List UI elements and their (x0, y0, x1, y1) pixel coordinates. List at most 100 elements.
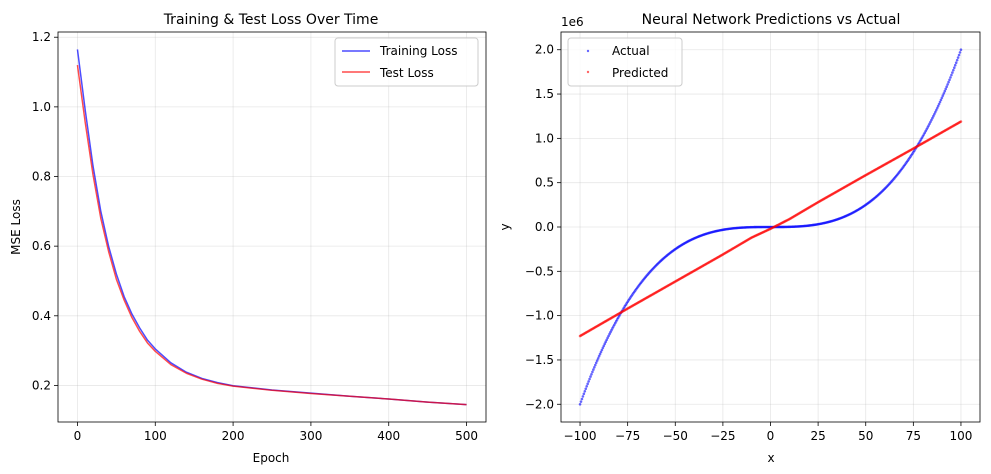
series-actual-point (578, 402, 582, 406)
legend-predicted-label: Predicted (612, 66, 668, 80)
loss-xtick-label: 100 (144, 429, 167, 443)
prediction-ytick-label: 2.0 (535, 43, 554, 57)
prediction-ytick-label: −2.0 (525, 397, 554, 411)
prediction-xtick-label: 0 (767, 429, 775, 443)
series-actual-point (945, 85, 948, 88)
prediction-xtick-label: −25 (710, 429, 735, 443)
series-actual-point (949, 76, 952, 79)
legend-training-loss-label: Training Loss (379, 44, 457, 58)
series-actual-point (598, 352, 602, 356)
legend-actual-swatch (586, 49, 590, 53)
prediction-ytick-label: −1.5 (525, 353, 554, 367)
prediction-xtick-label: 50 (858, 429, 873, 443)
prediction-ytick-label: 1.0 (535, 131, 554, 145)
prediction-ytick-label: −0.5 (525, 264, 554, 278)
series-actual-point (597, 354, 601, 358)
series-actual-point (579, 400, 583, 403)
series-actual-point (584, 387, 588, 391)
series-actual-point (587, 380, 590, 383)
loss-xtick-label: 300 (299, 429, 322, 443)
series-actual-point (936, 104, 940, 108)
loss-chart-ticks: 0 100 200 300 400 500 0.2 0.4 0.6 0.8 1.0 1.2 (32, 30, 478, 443)
series-training-loss-line (76, 49, 467, 406)
series-actual-point (604, 340, 608, 344)
loss-chart-series (76, 49, 467, 406)
loss-ytick-label: 0.2 (32, 378, 51, 392)
series-actual-point (958, 51, 962, 54)
series-actual-point (582, 392, 586, 396)
series-actual-point (593, 366, 596, 369)
loss-chart-frame (57, 31, 487, 423)
series-actual-point (588, 377, 591, 381)
series-actual-point (932, 112, 936, 116)
series-actual-point (941, 94, 945, 97)
loss-chart-legend: Training Loss Test Loss (334, 37, 479, 87)
series-actual-point (956, 56, 960, 59)
prediction-chart-xlabel: x (767, 451, 774, 465)
series-actual-point (954, 61, 958, 64)
prediction-xtick-label: −100 (564, 429, 597, 443)
series-actual-point (581, 395, 585, 398)
loss-ytick-label: 1.0 (32, 100, 51, 114)
series-actual-point (950, 73, 953, 77)
series-actual-point (957, 53, 961, 57)
series-actual-point (932, 114, 935, 118)
prediction-chart-title: Neural Network Predictions vs Actual (642, 12, 901, 28)
series-actual-point (603, 342, 607, 346)
series-actual-point (931, 116, 934, 120)
series-actual-point (590, 372, 593, 376)
loss-xtick-label: 500 (455, 429, 478, 443)
loss-ytick-label: 0.6 (32, 239, 51, 253)
loss-legend-box (334, 37, 479, 87)
prediction-chart-ylabel: y (498, 223, 512, 230)
series-actual-point (938, 100, 942, 104)
prediction-chart-y-offset: 1e6 (561, 15, 584, 29)
loss-chart-title: Training & Test Loss Over Time (163, 12, 379, 28)
series-actual-point (946, 83, 949, 86)
series-actual-point (934, 108, 938, 112)
prediction-xtick-label: 100 (950, 429, 973, 443)
series-actual-point (592, 368, 595, 371)
loss-xtick-label: 400 (377, 429, 400, 443)
series-actual-point (939, 98, 943, 102)
prediction-xtick-label: 75 (906, 429, 921, 443)
series-actual-point (935, 106, 939, 110)
prediction-ytick-label: 1.5 (535, 87, 554, 101)
series-predicted-point (959, 120, 963, 123)
series-actual-point (948, 78, 951, 82)
series-actual-point (583, 390, 587, 393)
legend-test-loss-label: Test Loss (379, 66, 434, 80)
prediction-ytick-label: 0.5 (535, 176, 554, 190)
legend-predicted-swatch (586, 70, 590, 74)
series-actual-point (601, 346, 605, 350)
prediction-xtick-label: −75 (615, 429, 640, 443)
series-actual-point (595, 359, 599, 362)
series-actual-point (959, 48, 963, 52)
series-actual-point (955, 58, 959, 62)
prediction-chart: Neural Network Predictions vs Actual −10… (498, 12, 981, 465)
series-actual-point (593, 363, 597, 367)
series-actual-point (580, 397, 584, 401)
series-actual-point (606, 336, 609, 340)
series-actual-point (596, 357, 600, 360)
series-actual-point (942, 92, 946, 95)
series-actual-point (599, 350, 603, 354)
loss-chart-xlabel: Epoch (253, 451, 290, 465)
series-actual-point (952, 66, 956, 69)
legend-actual-label: Actual (612, 44, 650, 58)
series-actual-point (953, 63, 957, 67)
loss-xtick-label: 0 (74, 429, 82, 443)
loss-chart-ylabel: MSE Loss (9, 199, 23, 255)
loss-ytick-label: 1.2 (32, 30, 51, 44)
series-actual-point (951, 71, 954, 74)
series-actual-point (600, 348, 604, 352)
prediction-legend-box (567, 37, 683, 87)
prediction-chart-ticks: −100 −75 −50 −25 0 25 50 75 100 −2.0 −1.5 −1.0 −0.5 0… (525, 43, 973, 443)
loss-chart: Training & Test Loss Over Time 0 100 200 30… (9, 12, 487, 465)
series-actual-point (586, 382, 589, 386)
series-actual-point (589, 375, 592, 378)
series-actual-point (602, 344, 606, 348)
series-actual-point (594, 361, 598, 365)
series-test-loss-line (76, 64, 467, 406)
